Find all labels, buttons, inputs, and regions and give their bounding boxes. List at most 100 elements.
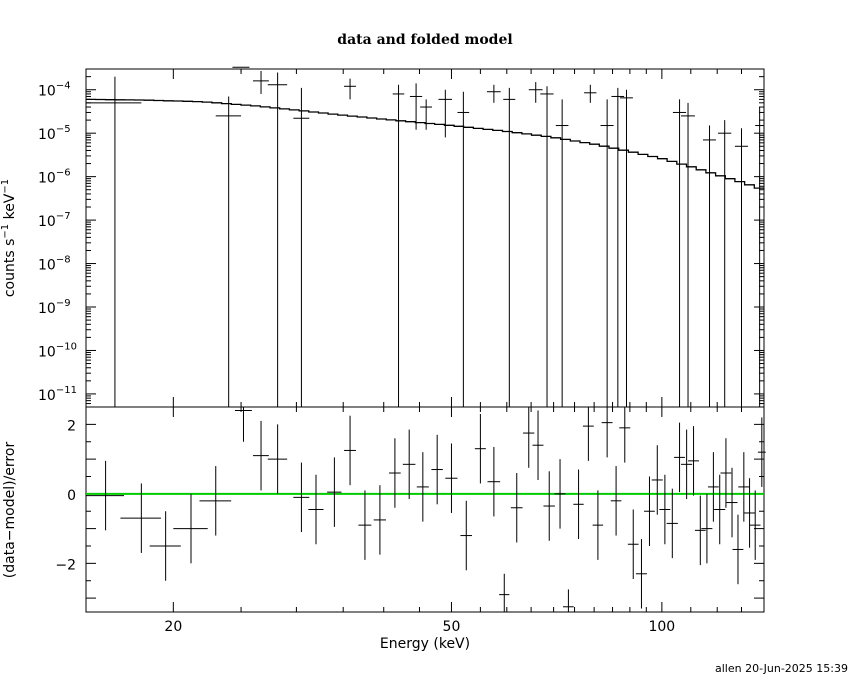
residual-point — [358, 490, 372, 560]
residual-point — [554, 459, 566, 529]
data-point — [734, 128, 748, 407]
residual-point — [592, 490, 604, 560]
data-point — [755, 107, 764, 407]
chart-title: data and folded model — [337, 32, 512, 48]
data-point — [672, 99, 687, 407]
residual-tick-label: −2 — [55, 557, 76, 573]
data-point — [86, 76, 142, 407]
residual-point — [445, 443, 458, 513]
data-point — [438, 89, 453, 138]
y-tick-label: 10−4 — [38, 81, 71, 100]
residual-point — [714, 474, 726, 545]
residual-point — [749, 490, 761, 560]
x-tick-label: 50 — [443, 619, 461, 635]
data-point — [528, 82, 543, 103]
residual-point — [601, 407, 613, 458]
data-point — [344, 78, 356, 100]
data-point — [457, 91, 470, 407]
residual-point — [252, 420, 269, 491]
y-tick-label: 10−7 — [38, 211, 71, 230]
data-point — [503, 87, 516, 407]
residual-point — [149, 511, 181, 581]
model-curve — [86, 98, 764, 189]
data-point — [702, 125, 716, 407]
residual-point — [173, 493, 208, 564]
residual-point — [701, 493, 713, 564]
data-point — [611, 87, 625, 407]
residual-point — [562, 589, 574, 612]
residual-point — [510, 473, 523, 543]
residual-point — [659, 474, 671, 545]
residual-tick-label: 0 — [67, 488, 76, 504]
residual-point — [744, 478, 755, 548]
residual-tick-label: 2 — [67, 418, 76, 434]
top-y-axis-label: counts s−1 keV−1 — [0, 179, 18, 297]
residual-point — [573, 469, 584, 540]
residual-point — [327, 457, 342, 527]
x-axis-label: Energy (keV) — [380, 636, 470, 652]
y-tick-label: 10−10 — [38, 341, 77, 360]
residual-point — [86, 460, 124, 531]
data-point — [392, 84, 405, 407]
residual-point — [308, 474, 324, 545]
residual-point — [726, 467, 738, 538]
residual-point — [757, 417, 766, 487]
residual-point — [344, 415, 356, 486]
data-point — [293, 87, 310, 407]
residual-point — [474, 413, 486, 484]
residual-point — [707, 452, 719, 522]
data-point — [215, 96, 242, 407]
data-point — [540, 86, 554, 407]
residual-point — [373, 485, 386, 555]
residual-point — [431, 434, 443, 505]
data-point — [232, 66, 250, 72]
residual-point — [651, 445, 663, 515]
residual-point — [738, 452, 750, 522]
residual-point — [234, 407, 252, 442]
data-point — [267, 72, 288, 407]
top-panel: 10−11 10−10 10−9 10−8 10−7 10−6 10−5 10−4 — [38, 66, 765, 612]
residual-point — [680, 429, 693, 500]
residual-point — [627, 509, 639, 579]
footer-stamp: allen 20-Jun-2025 15:39 — [715, 662, 848, 675]
residual-point — [460, 500, 472, 571]
residual-point — [532, 410, 544, 480]
residual-point — [499, 573, 510, 612]
residual-point — [402, 429, 416, 500]
residual-point — [293, 462, 310, 533]
residual-point — [388, 438, 401, 508]
residual-point — [644, 476, 655, 546]
residual-point — [666, 488, 678, 559]
y-tick-label: 10−8 — [38, 255, 71, 274]
residual-point — [199, 466, 232, 536]
y-tick-label: 10−6 — [38, 168, 71, 187]
data-point — [584, 84, 597, 103]
residual-point — [416, 452, 429, 522]
data-point — [717, 120, 732, 407]
data-point — [555, 99, 569, 407]
residual-point — [523, 407, 535, 468]
residual-point — [688, 426, 699, 496]
residual-point — [120, 483, 161, 553]
y-tick-label: 10−5 — [38, 124, 71, 143]
residual-point — [720, 438, 732, 508]
data-point — [600, 99, 614, 407]
residual-point — [610, 466, 622, 536]
residual-point — [582, 407, 594, 461]
residual-point — [619, 407, 631, 463]
residual-point — [267, 424, 288, 494]
y-tick-label: 10−11 — [38, 385, 77, 404]
x-tick-label: 100 — [648, 619, 675, 635]
residual-point — [674, 422, 685, 493]
residual-point — [487, 446, 501, 517]
data-point — [420, 99, 433, 130]
top-plot-frame — [85, 68, 765, 408]
residual-plot-frame — [85, 406, 765, 613]
residual-point — [732, 514, 744, 585]
residual-point — [635, 539, 647, 609]
data-point — [409, 83, 423, 130]
data-point — [486, 84, 501, 103]
residual-y-axis-label: (data−model)/error — [2, 442, 18, 579]
